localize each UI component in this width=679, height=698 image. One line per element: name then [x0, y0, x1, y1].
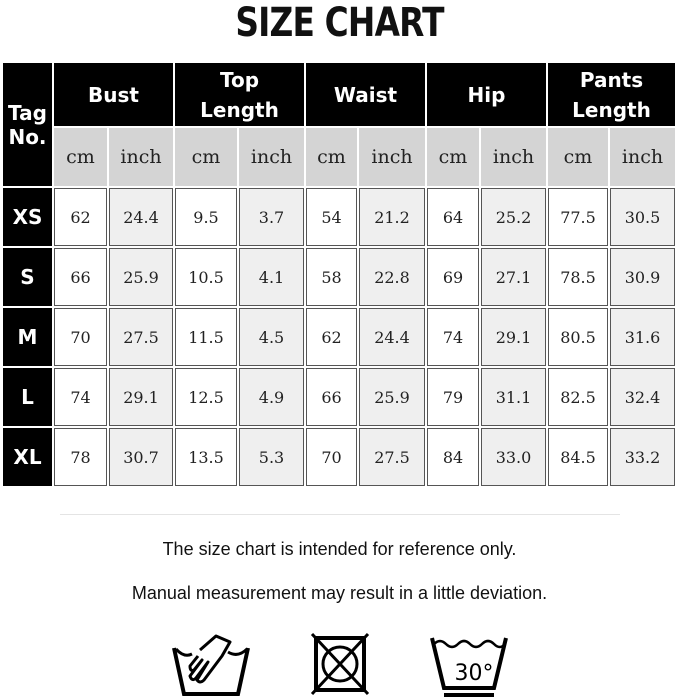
unit-header: cm — [175, 128, 237, 186]
measurement-cell: 27.1 — [481, 248, 546, 306]
group-header-line: Length — [572, 97, 651, 122]
unit-header: inch — [109, 128, 173, 186]
tag-header-line: No. — [8, 124, 47, 149]
group-header: Top Length — [175, 63, 304, 126]
measurement-cell: 31.1 — [481, 368, 546, 426]
group-header-line: Pants — [579, 67, 644, 92]
note-reference: The size chart is intended for reference… — [162, 539, 517, 559]
measurement-cell: 4.1 — [239, 248, 304, 306]
group-header-line: Waist — [333, 82, 398, 107]
page-title: SIZE CHART — [235, 0, 444, 46]
measurement-cell: 69 — [427, 248, 479, 306]
measurement-cell: 74 — [427, 308, 479, 366]
measurement-cell: 33.2 — [610, 428, 675, 486]
size-tag: M — [3, 308, 52, 366]
measurement-cell: 30.5 — [610, 188, 675, 246]
unit-header: cm — [306, 128, 357, 186]
measurement-cell: 27.5 — [359, 428, 425, 486]
tag-header-line: Tag — [8, 100, 47, 125]
measurement-cell: 78.5 — [548, 248, 608, 306]
measurement-cell: 30.7 — [109, 428, 173, 486]
measurement-cell: 84 — [427, 428, 479, 486]
do-not-tumble-dry-icon — [310, 632, 370, 696]
group-header-line: Top — [219, 67, 260, 92]
group-header: Waist — [306, 63, 425, 126]
measurement-cell: 82.5 — [548, 368, 608, 426]
hand-wash-icon — [172, 634, 250, 696]
group-header: Pants Length — [548, 63, 675, 126]
measurement-cell: 78 — [54, 428, 107, 486]
measurement-cell: 70 — [54, 308, 107, 366]
measurement-cell: 29.1 — [109, 368, 173, 426]
measurement-cell: 84.5 — [548, 428, 608, 486]
measurement-cell: 9.5 — [175, 188, 237, 246]
measurement-cell: 24.4 — [109, 188, 173, 246]
unit-header: cm — [427, 128, 479, 186]
measurement-cell: 27.5 — [109, 308, 173, 366]
table-row: XL 78 30.7 13.5 5.3 70 27.5 84 33.0 84.5 33.2 — [3, 428, 675, 486]
table-row: L 74 29.1 12.5 4.9 66 25.9 79 31.1 82.5 32.4 — [3, 368, 675, 426]
measurement-cell: 54 — [306, 188, 357, 246]
measurement-cell: 77.5 — [548, 188, 608, 246]
measurement-cell: 62 — [306, 308, 357, 366]
group-header: Bust — [54, 63, 173, 126]
measurement-cell: 66 — [306, 368, 357, 426]
measurement-cell: 29.1 — [481, 308, 546, 366]
measurement-cell: 30.9 — [610, 248, 675, 306]
group-header-line: Length — [200, 97, 279, 122]
unit-header: inch — [610, 128, 675, 186]
divider — [60, 514, 620, 515]
wash-temp-label: 30° — [455, 661, 494, 686]
measurement-cell: 62 — [54, 188, 107, 246]
measurement-cell: 25.9 — [109, 248, 173, 306]
table-row: S 66 25.9 10.5 4.1 58 22.8 69 27.1 78.5 30.9 — [3, 248, 675, 306]
unit-header: inch — [481, 128, 546, 186]
measurement-cell: 32.4 — [610, 368, 675, 426]
measurement-cell: 70 — [306, 428, 357, 486]
size-tag: S — [3, 248, 52, 306]
size-tag: XS — [3, 188, 52, 246]
table-row: XS 62 24.4 9.5 3.7 54 21.2 64 25.2 77.5 30.5 — [3, 188, 675, 246]
measurement-cell: 25.2 — [481, 188, 546, 246]
measurement-cell: 5.3 — [239, 428, 304, 486]
measurement-cell: 74 — [54, 368, 107, 426]
measurement-cell: 22.8 — [359, 248, 425, 306]
measurement-cell: 58 — [306, 248, 357, 306]
unit-header: inch — [239, 128, 304, 186]
measurement-cell: 10.5 — [175, 248, 237, 306]
unit-header: cm — [548, 128, 608, 186]
group-header-line: Hip — [467, 82, 506, 107]
size-chart-table: Tag No. Bust Top Length Waist Hip Pants Length cm… — [1, 61, 677, 488]
measurement-cell: 4.9 — [239, 368, 304, 426]
tag-header: Tag No. — [3, 63, 52, 186]
note-deviation: Manual measurement may result in a littl… — [131, 583, 548, 603]
unit-header: cm — [54, 128, 107, 186]
measurement-cell: 31.6 — [610, 308, 675, 366]
unit-header: inch — [359, 128, 425, 186]
measurement-cell: 25.9 — [359, 368, 425, 426]
measurement-cell: 66 — [54, 248, 107, 306]
table-row: M 70 27.5 11.5 4.5 62 24.4 74 29.1 80.5 31.6 — [3, 308, 675, 366]
measurement-cell: 24.4 — [359, 308, 425, 366]
size-tag: XL — [3, 428, 52, 486]
group-header: Hip — [427, 63, 546, 126]
measurement-cell: 13.5 — [175, 428, 237, 486]
wash-30-icon: 30° — [430, 637, 508, 697]
measurement-cell: 79 — [427, 368, 479, 426]
measurement-cell: 11.5 — [175, 308, 237, 366]
group-header-line: Bust — [88, 82, 139, 107]
measurement-cell: 80.5 — [548, 308, 608, 366]
measurement-cell: 33.0 — [481, 428, 546, 486]
size-tag: L — [3, 368, 52, 426]
measurement-cell: 3.7 — [239, 188, 304, 246]
measurement-cell: 12.5 — [175, 368, 237, 426]
measurement-cell: 64 — [427, 188, 479, 246]
measurement-cell: 21.2 — [359, 188, 425, 246]
measurement-cell: 4.5 — [239, 308, 304, 366]
